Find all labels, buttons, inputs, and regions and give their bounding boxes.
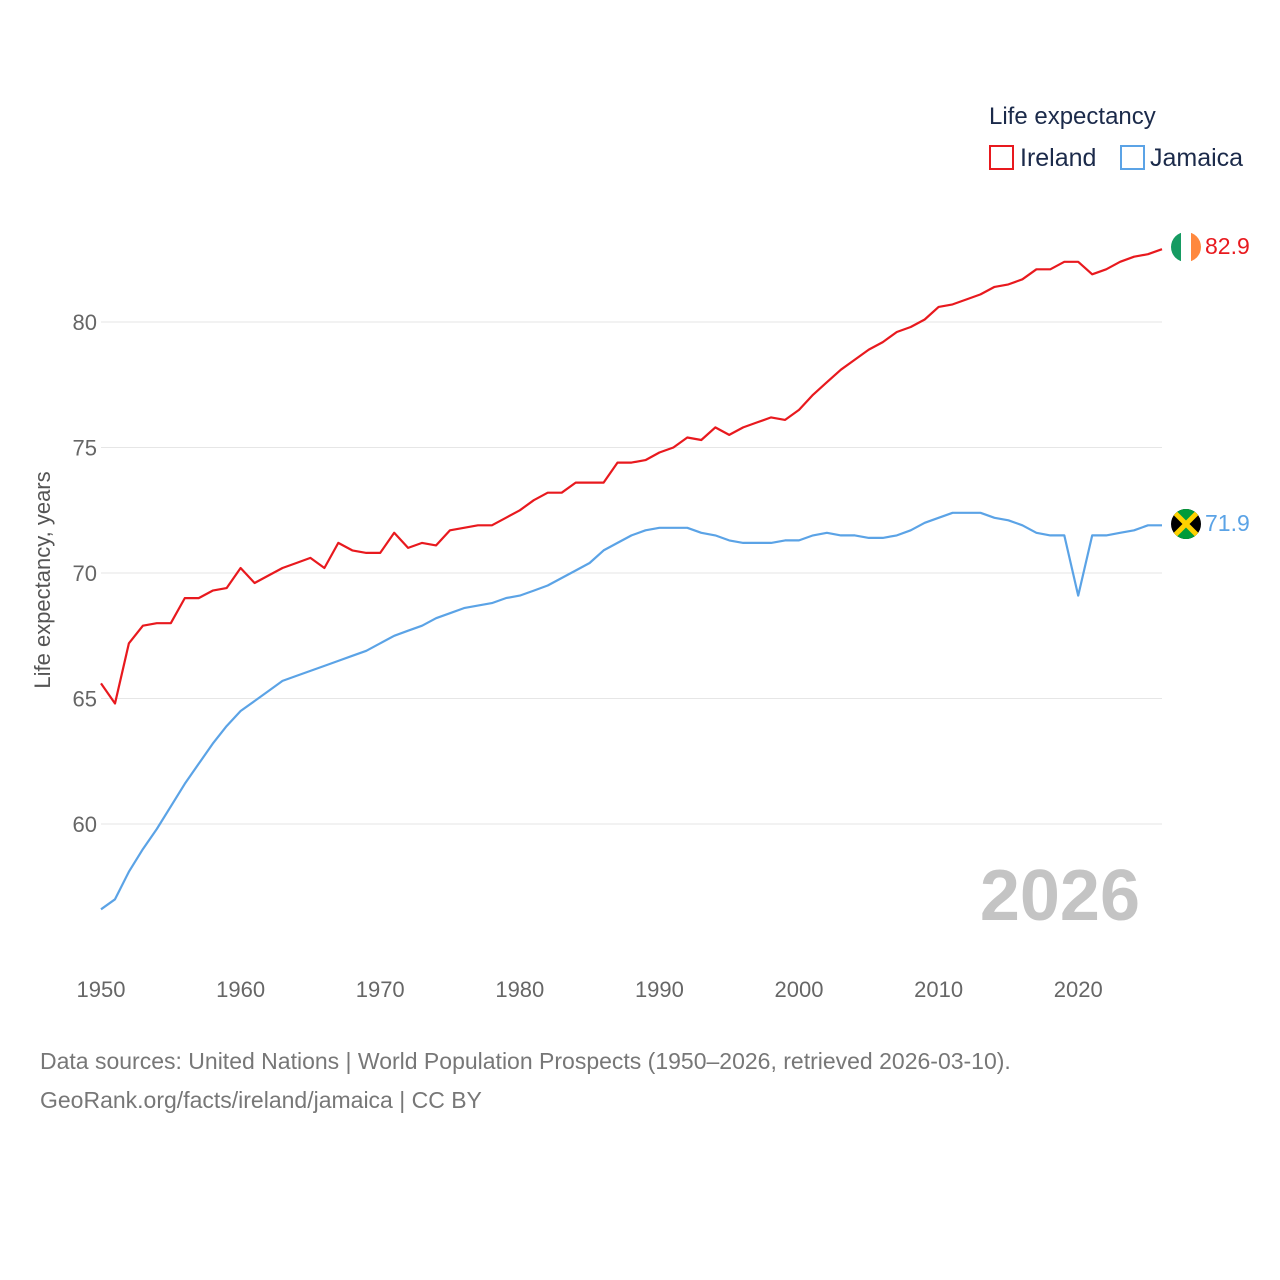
series-line-jamaica[interactable] <box>100 511 1162 911</box>
legend-title: Life expectancy <box>989 103 1156 130</box>
x-tick-label-1950: 1950 <box>77 977 126 1002</box>
legend-swatch-ireland[interactable] <box>989 145 1014 170</box>
ireland-flag-icon <box>1171 232 1201 262</box>
x-tick-label-2000: 2000 <box>775 977 824 1002</box>
x-tick-label-1990: 1990 <box>635 977 684 1002</box>
legend-label-ireland[interactable]: Ireland <box>1020 144 1096 172</box>
y-tick-label-65: 65 <box>73 687 97 712</box>
y-axis-ticks: 60 65 70 75 80 <box>73 310 97 837</box>
x-axis-ticks: 1950 1960 1970 1980 1990 2000 2010 2020 <box>77 977 1103 1002</box>
footer: Data sources: United Nations | World Pop… <box>40 1042 1240 1120</box>
y-tick-label-70: 70 <box>73 561 97 586</box>
legend: Life expectancy Ireland Jamaica <box>989 103 1243 172</box>
x-tick-label-2010: 2010 <box>914 977 963 1002</box>
year-watermark: 2026 <box>980 856 1140 936</box>
x-tick-label-2020: 2020 <box>1054 977 1103 1002</box>
series-lines <box>100 248 1163 911</box>
x-tick-label-1970: 1970 <box>356 977 405 1002</box>
jamaica-flag-icon <box>1171 509 1201 539</box>
y-tick-label-75: 75 <box>73 436 97 461</box>
x-tick-label-1980: 1980 <box>495 977 544 1002</box>
y-axis-label: Life expectancy, years <box>30 471 55 688</box>
life-expectancy-chart: Life expectancy Ireland Jamaica Life exp… <box>30 103 1250 1002</box>
legend-label-jamaica[interactable]: Jamaica <box>1150 144 1243 172</box>
x-tick-label-1960: 1960 <box>216 977 265 1002</box>
y-tick-label-60: 60 <box>73 812 97 837</box>
series-line-ireland[interactable] <box>100 248 1163 705</box>
grid <box>101 321 1162 825</box>
attribution-link[interactable]: GeoRank.org/facts/ireland/jamaica | CC B… <box>40 1087 482 1113</box>
end-value-label-ireland: 82.9 <box>1205 233 1250 259</box>
data-source-note: Data sources: United Nations | World Pop… <box>40 1048 1011 1074</box>
y-tick-label-80: 80 <box>73 310 97 335</box>
legend-swatch-jamaica[interactable] <box>1120 145 1145 170</box>
end-value-label-jamaica: 71.9 <box>1205 510 1250 536</box>
